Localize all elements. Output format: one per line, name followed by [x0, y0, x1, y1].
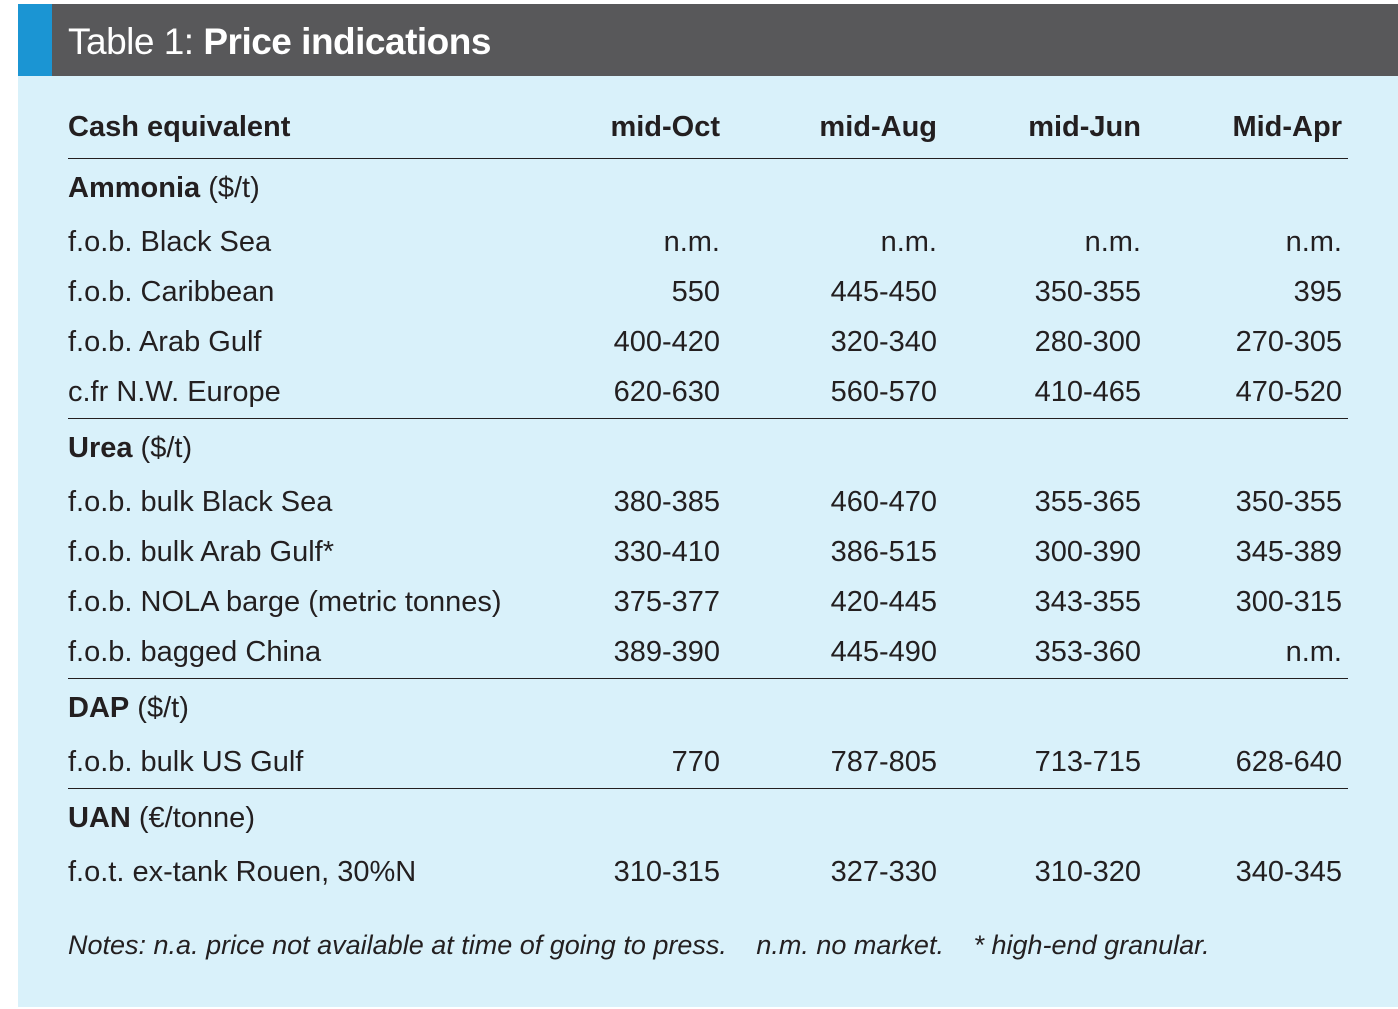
price-cell: 787-805 [726, 737, 943, 789]
price-cell: 628-640 [1147, 737, 1348, 789]
group-header-row: UAN (€/tonne) [68, 789, 1348, 848]
table-row: c.fr N.W. Europe 620-630 560-570 410-465 470… [68, 367, 1348, 419]
price-table-panel: Table 1: Price indications Cash equivale… [18, 4, 1398, 1007]
group-unit: ($/t) [200, 171, 260, 204]
row-label: f.o.b. Arab Gulf [68, 325, 262, 358]
price-cell: n.m. [1147, 627, 1348, 679]
group-header: DAP ($/t) [68, 679, 1348, 738]
table-row: f.o.b. Black Sea n.m. n.m. n.m. n.m. [68, 217, 1348, 267]
note-nm: n.m. no market. [756, 930, 944, 960]
price-cell: 330-410 [613, 535, 720, 568]
table-row: f.o.b. bulk Arab Gulf* 330-410 386-515 300-… [68, 527, 1348, 577]
price-cell: 345-389 [1235, 535, 1342, 568]
column-header-cash-equivalent: Cash equivalent [68, 96, 564, 159]
price-cell: 395 [1293, 275, 1342, 308]
price-cell: 350-355 [1034, 275, 1141, 308]
price-cell: 310-315 [613, 856, 720, 888]
group-name: Urea [68, 431, 133, 464]
table-title: Table 1: Price indications [68, 4, 491, 76]
price-cell: 445-450 [830, 275, 937, 308]
row-label: f.o.b. Caribbean [68, 275, 275, 308]
price-cell: 310-320 [1034, 856, 1141, 888]
title-accent-stripe [18, 4, 52, 76]
group-header-row: Urea ($/t) [68, 419, 1348, 478]
price-cell: 389-390 [564, 627, 726, 679]
group-name: DAP [68, 691, 130, 724]
group-header-row: Ammonia ($/t) [68, 159, 1348, 218]
price-cell: 420-445 [830, 585, 937, 618]
price-cell: 300-315 [1235, 585, 1342, 618]
row-label: f.o.b. Black Sea [68, 225, 272, 258]
price-cell: 460-470 [830, 485, 937, 518]
row-label: f.o.b. bulk Black Sea [68, 485, 333, 518]
price-cell: 280-300 [1034, 325, 1141, 358]
row-label: f.o.t. ex-tank Rouen, 30%N [68, 856, 417, 888]
table-row: f.o.b. NOLA barge (metric tonnes) 375-377… [68, 577, 1348, 627]
title-bar: Table 1: Price indications [18, 4, 1398, 76]
group-header: Urea ($/t) [68, 419, 1348, 478]
price-cell: 270-305 [1235, 325, 1342, 358]
price-cell: 560-570 [726, 367, 943, 419]
table-notes: Notes: n.a. price not available at time … [68, 930, 1232, 961]
price-cell: 386-515 [830, 535, 937, 568]
table-body: Ammonia ($/t) f.o.b. Black Sea n.m. n.m. n.m… [68, 159, 1348, 899]
row-label: f.o.b. bagged China [68, 627, 564, 679]
group-header: Ammonia ($/t) [68, 159, 1348, 218]
note-high-end: * high-end granular. [973, 930, 1210, 960]
table-row: f.o.b. Caribbean 550 445-450 350-355 395 [68, 267, 1348, 317]
price-cell: n.m. [880, 225, 937, 258]
group-header-row: DAP ($/t) [68, 679, 1348, 738]
group-header: UAN (€/tonne) [68, 789, 1348, 848]
table-title-prefix: Table 1: [68, 21, 204, 62]
price-cell: 300-390 [1034, 535, 1141, 568]
price-cell: 343-355 [1034, 585, 1141, 618]
column-header-mid-oct: mid-Oct [564, 96, 726, 159]
price-cell: n.m. [1285, 225, 1342, 258]
price-cell: 410-465 [943, 367, 1147, 419]
row-label: c.fr N.W. Europe [68, 367, 564, 419]
price-cell: 353-360 [943, 627, 1147, 679]
table-row: f.o.b. bulk US Gulf 770 787-805 713-715 628-… [68, 737, 1348, 789]
price-cell: 340-345 [1235, 856, 1342, 888]
price-cell: 470-520 [1147, 367, 1348, 419]
group-name: UAN [68, 801, 131, 834]
price-table: Cash equivalent mid-Oct mid-Aug mid-Jun … [68, 96, 1348, 898]
price-cell: 400-420 [613, 325, 720, 358]
table-area: Cash equivalent mid-Oct mid-Aug mid-Jun … [68, 96, 1348, 898]
price-cell: 620-630 [564, 367, 726, 419]
table-row: f.o.t. ex-tank Rouen, 30%N 310-315 327-330… [68, 847, 1348, 898]
group-name: Ammonia [68, 171, 201, 204]
column-header-mid-apr: Mid-Apr [1147, 96, 1348, 159]
header-row: Cash equivalent mid-Oct mid-Aug mid-Jun … [68, 96, 1348, 159]
column-header-mid-jun: mid-Jun [943, 96, 1147, 159]
price-cell: 355-365 [1034, 485, 1141, 518]
price-cell: 713-715 [943, 737, 1147, 789]
table-row: f.o.b. bagged China 389-390 445-490 353-360… [68, 627, 1348, 679]
row-label: f.o.b. bulk Arab Gulf* [68, 535, 334, 568]
table-title-main: Price indications [203, 21, 491, 62]
price-cell: 375-377 [613, 585, 720, 618]
group-unit: ($/t) [129, 691, 189, 724]
price-cell: n.m. [1084, 225, 1141, 258]
column-header-mid-aug: mid-Aug [726, 96, 943, 159]
row-label: f.o.b. NOLA barge (metric tonnes) [68, 585, 502, 618]
price-cell: 380-385 [613, 485, 720, 518]
price-cell: n.m. [663, 225, 720, 258]
group-unit: (€/tonne) [130, 801, 255, 834]
row-label: f.o.b. bulk US Gulf [68, 737, 564, 789]
price-cell: 350-355 [1235, 485, 1342, 518]
table-row: f.o.b. bulk Black Sea 380-385 460-470 355-3… [68, 477, 1348, 527]
table-row: f.o.b. Arab Gulf 400-420 320-340 280-300 270… [68, 317, 1348, 367]
group-unit: ($/t) [132, 431, 193, 464]
price-cell: 320-340 [830, 325, 937, 358]
price-cell: 550 [671, 275, 720, 308]
note-na: Notes: n.a. price not available at time … [68, 930, 727, 960]
price-cell: 770 [564, 737, 726, 789]
price-cell: 327-330 [830, 856, 937, 888]
price-cell: 445-490 [726, 627, 943, 679]
